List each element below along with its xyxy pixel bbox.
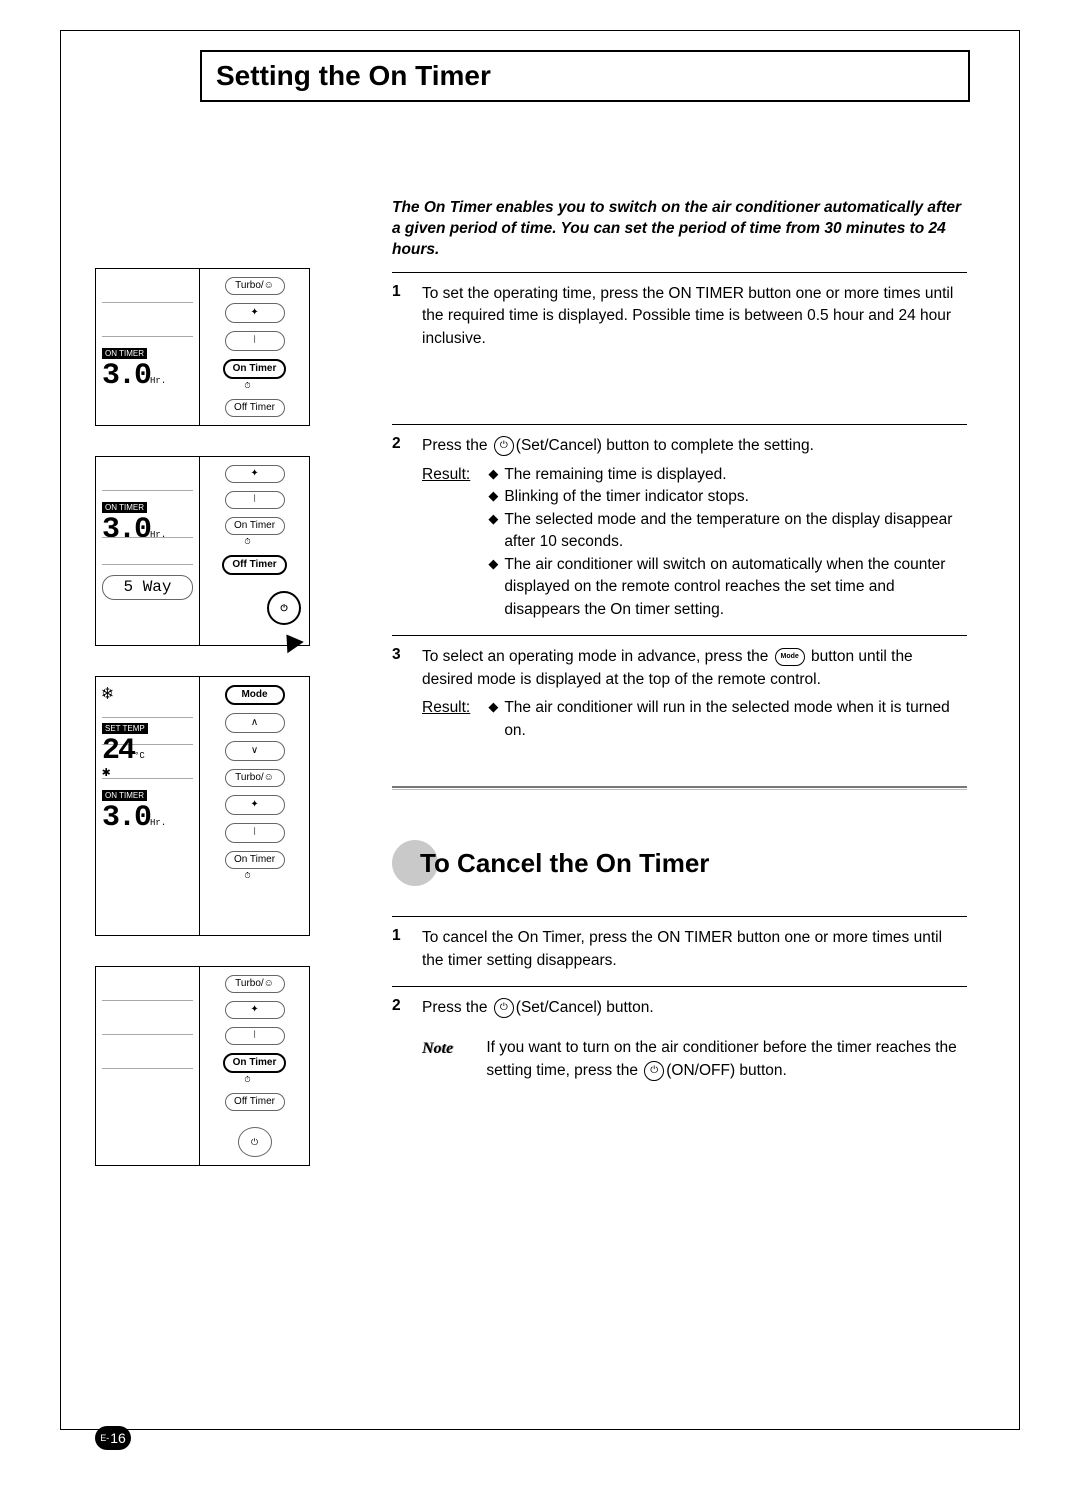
step-body: To cancel the On Timer, press the ON TIM… <box>422 927 967 972</box>
mode-button: Mode <box>225 685 285 705</box>
step-number: 3 <box>392 646 422 742</box>
remote-buttons: Mode ∧ ∨ Turbo/☺ ✦ ⦚ On Timer ⏱ <box>200 677 309 935</box>
step-2: 2 Press the ⏻(Set/Cancel) button to comp… <box>392 424 967 635</box>
intro-text: The On Timer enables you to switch on th… <box>392 198 967 261</box>
on-timer-indicator: ON TIMER <box>102 502 147 513</box>
remote-illustration-1: ON TIMER 3.0Hr. Turbo/☺ ✦ ⦚ On Timer ⏱ O… <box>95 268 310 426</box>
remote-display: SET TEMP 24°C ON TIMER 3.0Hr. <box>96 677 200 935</box>
temp-up-button: ∧ <box>225 713 285 733</box>
step-number: 1 <box>392 283 422 350</box>
step-number: 2 <box>392 997 422 1082</box>
turbo-button: Turbo/☺ <box>225 769 285 787</box>
result-label: Result: <box>422 464 484 486</box>
remote-display <box>96 967 200 1165</box>
remote-buttons: ✦ ⦚ On Timer ⏱ Off Timer ⏻ <box>200 457 309 645</box>
airflow-button: ⦚ <box>225 1027 285 1045</box>
airflow-button: ⦚ <box>225 823 285 843</box>
set-cancel-icon: ⏻ <box>494 436 514 456</box>
swing-button: ✦ <box>225 303 285 323</box>
set-cancel-button: ⏻ <box>267 591 301 625</box>
airflow-button: ⦚ <box>225 331 285 351</box>
illustrations-column: ON TIMER 3.0Hr. Turbo/☺ ✦ ⦚ On Timer ⏱ O… <box>95 268 310 1166</box>
on-off-icon: ⏻ <box>644 1061 664 1081</box>
step-body: To select an operating mode in advance, … <box>422 646 967 742</box>
on-timer-button: On Timer <box>225 517 285 535</box>
section-divider <box>392 786 967 790</box>
timer-value: 3.0Hr. <box>102 361 193 391</box>
remote-buttons: Turbo/☺ ✦ ⦚ On Timer ⏱ Off Timer ⏻ <box>200 967 309 1165</box>
cursor-icon <box>278 629 304 654</box>
timer-value: 3.0Hr. <box>102 803 193 833</box>
step-body: To set the operating time, press the ON … <box>422 283 967 350</box>
on-timer-button: On Timer <box>223 359 287 379</box>
temp-down-button: ∨ <box>225 741 285 761</box>
set-cancel-button: ⏻ <box>238 1127 272 1157</box>
set-cancel-icon: ⏻ <box>494 998 514 1018</box>
mode-icon: Mode <box>775 648 805 666</box>
result-label: Result: <box>422 697 484 719</box>
airflow-button: ⦚ <box>225 491 285 509</box>
page-number: E-16 <box>95 1426 131 1450</box>
fan-icon <box>102 751 193 779</box>
cancel-heading: To Cancel the On Timer <box>420 848 709 879</box>
clock-icon: ⏱ <box>244 381 250 391</box>
5way-button: 5 Way <box>102 575 193 600</box>
remote-buttons: Turbo/☺ ✦ ⦚ On Timer ⏱ Off Timer <box>200 269 309 425</box>
off-timer-button: Off Timer <box>222 555 286 575</box>
step-number: 1 <box>392 927 422 972</box>
set-temp-indicator: SET TEMP <box>102 723 148 734</box>
page-title: Setting the On Timer <box>200 50 970 102</box>
remote-illustration-2: ON TIMER 3.0Hr. 5 Way ✦ ⦚ On Timer ⏱ Off… <box>95 456 310 646</box>
off-timer-button: Off Timer <box>225 399 285 417</box>
on-timer-button: On Timer <box>225 851 285 869</box>
bullet: Blinking of the timer indicator stops. <box>488 486 965 508</box>
cancel-steps: 1 To cancel the On Timer, press the ON T… <box>392 916 967 1096</box>
bullet: The remaining time is displayed. <box>488 464 965 486</box>
swing-button: ✦ <box>225 1001 285 1019</box>
turbo-button: Turbo/☺ <box>225 975 285 993</box>
swing-button: ✦ <box>225 795 285 815</box>
note-label: Note <box>422 1037 482 1060</box>
remote-display: ON TIMER 3.0Hr. 5 Way <box>96 457 200 645</box>
bullet: The air conditioner will switch on autom… <box>488 554 965 621</box>
step-1: 1 To set the operating time, press the O… <box>392 272 967 364</box>
clock-icon: ⏱ <box>244 871 250 881</box>
result-bullets: The air conditioner will run in the sele… <box>488 697 965 742</box>
mode-snow-icon <box>102 683 193 711</box>
on-timer-indicator: ON TIMER <box>102 790 147 801</box>
on-timer-button: On Timer <box>223 1053 287 1073</box>
note-body: If you want to turn on the air condition… <box>486 1037 965 1082</box>
remote-display: ON TIMER 3.0Hr. <box>96 269 200 425</box>
cancel-step-1: 1 To cancel the On Timer, press the ON T… <box>392 916 967 986</box>
bullet: The air conditioner will run in the sele… <box>488 697 965 742</box>
on-timer-indicator: ON TIMER <box>102 348 147 359</box>
steps-section: 1 To set the operating time, press the O… <box>392 272 967 1096</box>
remote-illustration-4: Turbo/☺ ✦ ⦚ On Timer ⏱ Off Timer ⏻ <box>95 966 310 1166</box>
bullet: The selected mode and the temperature on… <box>488 509 965 554</box>
step-body: Press the ⏻(Set/Cancel) button to comple… <box>422 435 967 621</box>
step-number: 2 <box>392 435 422 621</box>
clock-icon: ⏱ <box>244 1075 250 1085</box>
step-3: 3 To select an operating mode in advance… <box>392 635 967 756</box>
swing-button: ✦ <box>225 465 285 483</box>
off-timer-button: Off Timer <box>225 1093 285 1111</box>
cancel-step-2: 2 Press the ⏻(Set/Cancel) button. Note I… <box>392 986 967 1096</box>
clock-icon: ⏱ <box>244 537 250 547</box>
step-body: Press the ⏻(Set/Cancel) button. Note If … <box>422 997 967 1082</box>
result-bullets: The remaining time is displayed. Blinkin… <box>488 464 965 621</box>
turbo-button: Turbo/☺ <box>225 277 285 295</box>
remote-illustration-3: SET TEMP 24°C ON TIMER 3.0Hr. Mode ∧ ∨ T… <box>95 676 310 936</box>
cancel-heading-wrap: To Cancel the On Timer <box>392 840 967 886</box>
